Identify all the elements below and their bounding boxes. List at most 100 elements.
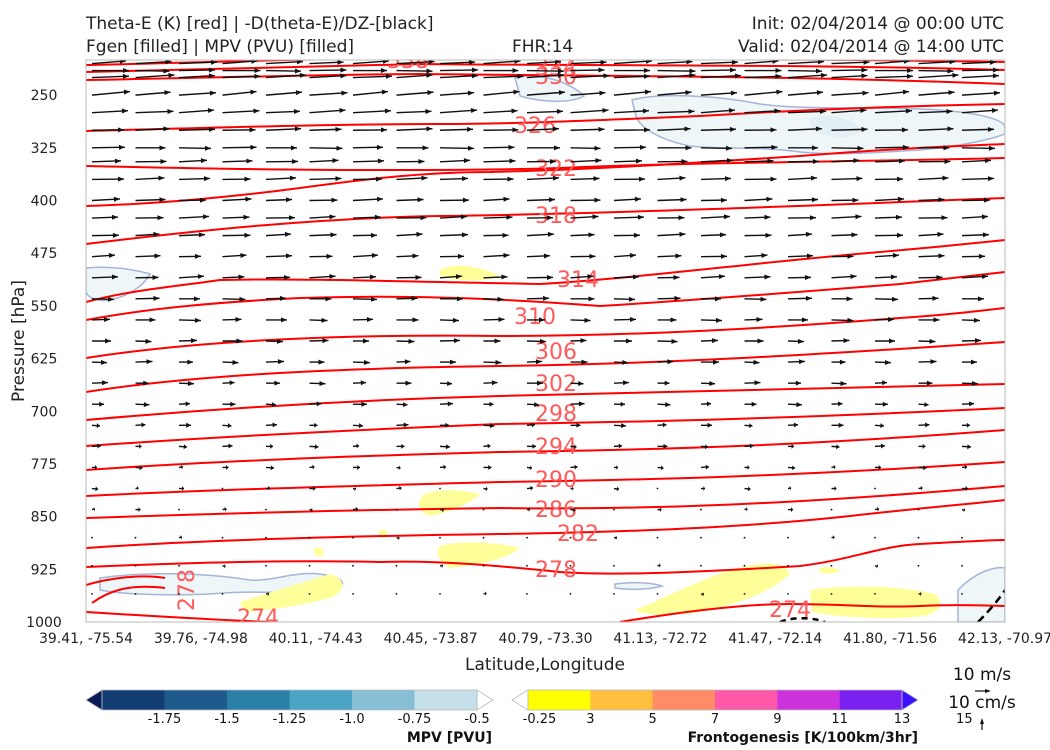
wind-vector-410 (570, 401, 585, 407)
wind-vector-152 (309, 158, 339, 164)
wind-vector-245 (700, 232, 727, 238)
wind-vector-525 (91, 536, 93, 539)
wind-vector-278 (309, 274, 336, 280)
wind-vector-389 (570, 381, 584, 387)
wind-vector-186 (874, 176, 904, 182)
wind-vector-197 (439, 197, 470, 203)
theta-e-label-278-vertical: 278 (175, 569, 200, 611)
wind-vector-113 (439, 126, 474, 132)
wind-vector-304 (526, 295, 550, 301)
wind-vector-435 (744, 423, 753, 429)
dz-dashed-contour-2 (779, 617, 826, 622)
wind-vector-213 (222, 214, 250, 220)
wind-vector-262 (526, 253, 551, 259)
wind-vector-138 (613, 144, 647, 150)
wind-vector-499 (787, 485, 792, 491)
init-time: Init: 02/04/2014 @ 00:00 UTC (751, 14, 1004, 34)
wind-vector-112 (396, 126, 433, 132)
wind-vector-405 (353, 401, 367, 407)
wind-vector-64 (135, 90, 171, 96)
wind-vector-128 (178, 145, 212, 151)
wind-vector-439 (918, 422, 930, 428)
wind-vector-6 (352, 60, 390, 65)
wind-vector-211 (135, 215, 164, 221)
fgen-colorbar-bin-5 (777, 690, 841, 710)
wind-vector-255 (222, 253, 247, 258)
wind-vector-312 (874, 296, 899, 302)
wind-vector-393 (744, 380, 761, 386)
wind-vector-208 (918, 197, 945, 203)
x-tick-label-8: 42.13, -70.97 (958, 631, 1050, 647)
wind-vector-103 (918, 109, 953, 115)
wind-vector-250 (918, 231, 944, 237)
wind-vector-420 (91, 423, 101, 429)
wind-vector-585 (874, 593, 876, 595)
wind-vector-97 (657, 109, 695, 115)
reference-vector-label-vertical: 10 cm/s (948, 693, 1016, 713)
wind-vector-216 (352, 214, 382, 220)
fgen-shading-4 (313, 547, 324, 557)
wind-vector-11 (570, 60, 607, 65)
wind-vector-331 (788, 317, 808, 323)
wind-vector-106 (135, 126, 170, 132)
fgen-colorbar-tick-4: 11 (831, 712, 848, 727)
theta-e-contour-20 (86, 611, 271, 622)
wind-vector-236 (309, 232, 337, 238)
wind-vector-198 (483, 196, 510, 202)
theta-e-contour-7 (86, 239, 1005, 303)
wind-vector-417 (875, 401, 888, 407)
mpv-colorbar-extend-high (476, 689, 494, 711)
wind-vector-205 (787, 197, 819, 203)
wind-vector-316 (135, 317, 156, 323)
wind-vector-464 (178, 464, 184, 470)
wind-vector-135 (483, 144, 515, 150)
wind-vector-24 (222, 68, 261, 74)
reference-vector-label-horizontal: 10 m/s (953, 665, 1011, 685)
wind-vector-83 (961, 90, 1001, 96)
wind-vector-513 (482, 508, 485, 511)
wind-vector-93 (483, 108, 518, 114)
wind-vector-338 (178, 338, 198, 344)
wind-vector-59 (831, 73, 868, 79)
wind-vector-292 (918, 274, 943, 280)
wind-vector-89 (309, 108, 346, 114)
wind-vector-277 (265, 274, 291, 280)
wind-vector-44 (178, 73, 216, 79)
wind-vector-366 (483, 359, 502, 365)
wind-vector-33 (614, 68, 650, 74)
mpv-colorbar-tick-1: -1.5 (214, 712, 239, 727)
wind-vector-368 (570, 359, 588, 365)
wind-vector-301 (396, 295, 418, 301)
mpv-colorbar-label: MPV [PVU] (407, 730, 492, 746)
fgen-shading-3 (437, 542, 520, 568)
wind-vector-263 (570, 253, 596, 259)
mpv-colorbar-bin-6 (414, 690, 478, 710)
wind-vector-53 (570, 73, 610, 79)
mpv-shading-1 (86, 266, 152, 302)
wind-vector-546 (91, 564, 93, 567)
wind-vector-35 (700, 67, 737, 73)
wind-vector-265 (657, 253, 682, 259)
wind-vector-206 (831, 197, 859, 203)
wind-vector-524 (961, 507, 966, 513)
wind-vector-167 (961, 158, 992, 164)
wind-vector-17 (831, 60, 870, 65)
fgen-shading-1 (418, 490, 480, 516)
chart-title-line1: Theta-E (K) [red] | -D(theta-E)/DZ-[blac… (86, 14, 434, 34)
wind-vector-333 (874, 317, 895, 323)
fgen-colorbar-tick-5: 13 (894, 712, 911, 727)
wind-vector-111 (352, 127, 388, 133)
wind-vector-52 (526, 72, 565, 79)
wind-vector-37 (787, 68, 823, 74)
wind-vector-256 (265, 253, 293, 259)
wind-vector-268 (787, 253, 814, 259)
wind-vector-286 (657, 274, 680, 280)
wind-vector-451 (527, 443, 536, 449)
wind-vector-571 (266, 591, 269, 597)
wind-vector-355 (918, 338, 936, 344)
wind-vector-527 (178, 534, 183, 540)
wind-vector-552 (352, 564, 354, 567)
wind-vector-148 (135, 159, 167, 165)
wind-vector-456 (744, 443, 754, 449)
wind-vector-169 (135, 175, 165, 181)
